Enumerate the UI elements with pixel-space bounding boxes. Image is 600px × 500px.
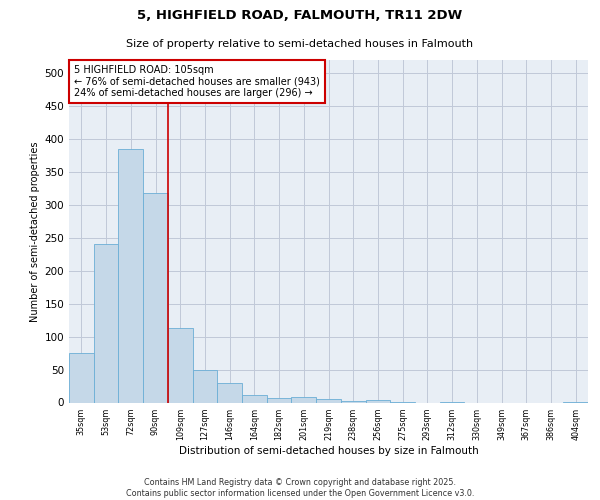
Bar	[217, 384, 242, 402]
Bar	[242, 394, 267, 402]
Bar	[292, 396, 316, 402]
Bar	[365, 400, 390, 402]
Y-axis label: Number of semi-detached properties: Number of semi-detached properties	[30, 141, 40, 322]
Bar	[193, 370, 217, 402]
Bar	[341, 400, 365, 402]
Bar	[118, 149, 143, 403]
Bar	[316, 398, 341, 402]
Text: Size of property relative to semi-detached houses in Falmouth: Size of property relative to semi-detach…	[127, 39, 473, 49]
Bar	[143, 193, 168, 402]
Text: 5, HIGHFIELD ROAD, FALMOUTH, TR11 2DW: 5, HIGHFIELD ROAD, FALMOUTH, TR11 2DW	[137, 9, 463, 22]
Bar	[94, 244, 118, 402]
Bar	[168, 328, 193, 402]
Bar	[267, 398, 292, 402]
X-axis label: Distribution of semi-detached houses by size in Falmouth: Distribution of semi-detached houses by …	[179, 446, 478, 456]
Bar	[69, 353, 94, 403]
Text: Contains HM Land Registry data © Crown copyright and database right 2025.
Contai: Contains HM Land Registry data © Crown c…	[126, 478, 474, 498]
Text: 5 HIGHFIELD ROAD: 105sqm
← 76% of semi-detached houses are smaller (943)
24% of : 5 HIGHFIELD ROAD: 105sqm ← 76% of semi-d…	[74, 65, 320, 98]
